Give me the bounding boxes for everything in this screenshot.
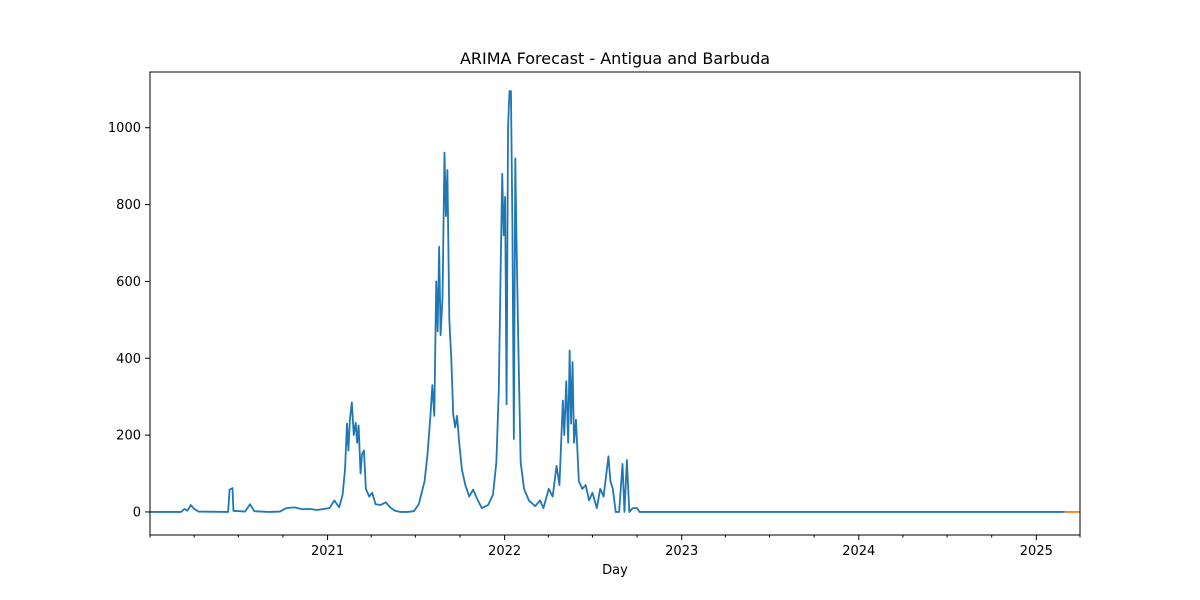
y-tick-label: 800 — [116, 198, 141, 213]
plot-lines — [150, 90, 1080, 513]
x-tick-label: 2024 — [842, 544, 875, 559]
plot-frame — [149, 71, 1081, 536]
x-tick-label: 2022 — [488, 544, 521, 559]
x-tick-label: 2021 — [311, 544, 344, 559]
x-axis-ticks: 2021 2022 2023 2024 2025 — [149, 535, 1081, 559]
series-line-1 — [150, 90, 1065, 513]
y-tick-label: 600 — [116, 275, 141, 290]
y-tick-label: 0 — [133, 505, 141, 520]
chart-title: ARIMA Forecast - Antigua and Barbuda — [460, 49, 770, 68]
x-axis-label: Day — [602, 563, 628, 578]
y-tick-label: 200 — [116, 429, 141, 444]
y-tick-label: 400 — [116, 352, 141, 367]
x-tick-label: 2023 — [665, 544, 698, 559]
y-tick-label: 1000 — [108, 121, 141, 136]
y-axis-ticks: 0 200 400 600 800 1000 — [108, 121, 150, 520]
x-tick-label: 2025 — [1020, 544, 1053, 559]
